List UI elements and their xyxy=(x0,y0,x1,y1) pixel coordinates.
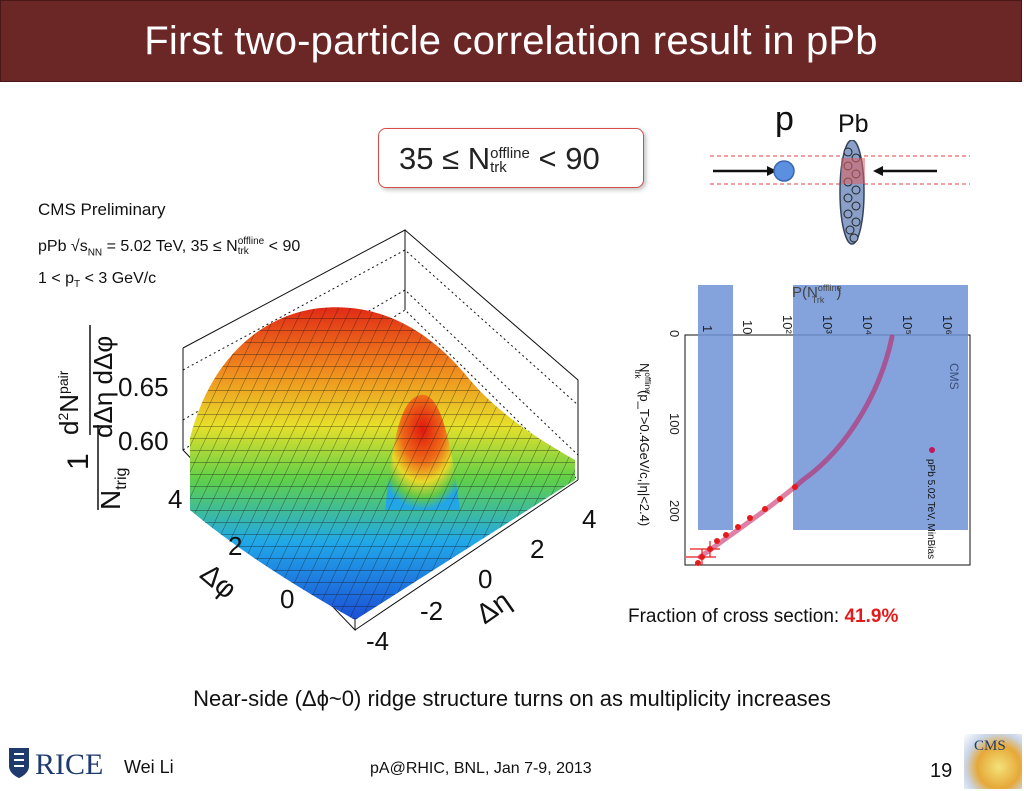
overlap-region xyxy=(841,158,865,184)
lead-label: Pb xyxy=(838,110,869,138)
svg-text:dΔη dΔφ: dΔη dΔφ xyxy=(88,336,118,438)
deta-tick-label: -4 xyxy=(366,626,389,656)
multiplicity-distribution-plot: P(Noffline Trk) 1 10 10² 10³ 10⁴ 10⁵ 10⁶ … xyxy=(633,283,971,566)
distribution-curve xyxy=(697,334,895,560)
log-tick-label: 10 xyxy=(740,320,755,334)
svg-text:d2Npair: d2Npair xyxy=(54,370,84,435)
cms-logo: CMS xyxy=(964,734,1022,789)
title-bar: First two-particle correlation result in… xyxy=(0,0,1022,82)
data-points xyxy=(695,484,798,566)
rice-wordmark: RICE xyxy=(35,748,103,780)
plot-legend: pPb 5.02 TeV, MinBias xyxy=(925,459,936,559)
dphi-tick-label: 0 xyxy=(280,584,294,614)
z-tick-label: 0.65 xyxy=(118,372,169,402)
z-tick-label: 0.60 xyxy=(118,426,169,456)
dphi-axis-label: Δφ xyxy=(195,557,243,604)
ntrk-tick-label: 0 xyxy=(667,330,682,337)
page-number: 19 xyxy=(930,760,953,782)
deta-tick-label: 2 xyxy=(530,534,544,564)
proton-label: p xyxy=(775,100,794,138)
author-name: Wei Li xyxy=(124,757,174,777)
cross-section-fraction: Fraction of cross section: 41.9% xyxy=(628,606,899,627)
slide-caption: Near-side (Δϕ~0) ridge structure turns o… xyxy=(193,686,831,711)
dphi-tick-label: 2 xyxy=(228,531,242,561)
slide-title: First two-particle correlation result in… xyxy=(144,19,878,63)
cross-section-value: 41.9% xyxy=(844,606,899,627)
cms-plot-label: CMS xyxy=(947,363,961,390)
proton-ball xyxy=(773,160,795,182)
collision-diagram xyxy=(710,140,970,245)
z-axis-title: 1 Ntrig d2Npair dΔη dΔφ xyxy=(54,325,130,510)
svg-text:1: 1 xyxy=(62,453,95,470)
ntrk-tick-label: 100 xyxy=(667,413,682,435)
log-tick-label: 1 xyxy=(700,325,715,332)
correlation-3d-plot: 1 Ntrig d2Npair dΔη dΔφ 0.65 0.60 4 2 0 … xyxy=(54,229,596,656)
band-low xyxy=(698,285,733,530)
log-tick-label: 10⁴ xyxy=(860,315,875,335)
conference-info: pA@RHIC, BNL, Jan 7-9, 2013 xyxy=(370,760,592,777)
dphi-tick-label: 4 xyxy=(168,484,182,514)
log-tick-label: 10³ xyxy=(820,315,835,334)
deta-tick-label: -2 xyxy=(420,596,443,626)
log-tick-label: 10⁵ xyxy=(900,315,915,335)
rice-logo: RICE xyxy=(5,744,115,785)
svg-text:Ntrig: Ntrig xyxy=(95,468,130,510)
top-axis-label: P(Noffline Trk) xyxy=(792,283,842,305)
log-tick-label: 10² xyxy=(780,315,795,334)
correlation-surface xyxy=(190,307,575,620)
ntrk-axis-label: Nofflinetrk (p_T>0.4GeV/c,|η|<2.4) xyxy=(633,363,652,526)
pt-condition: 1 < pT < 3 GeV/c xyxy=(38,270,157,291)
deta-tick-label: 4 xyxy=(582,504,596,534)
band-selected xyxy=(793,285,968,530)
ntrk-tick-label: 200 xyxy=(667,500,682,522)
cms-preliminary-label: CMS Preliminary xyxy=(38,200,166,219)
deta-tick-label: 0 xyxy=(478,564,492,594)
log-tick-label: 10⁶ xyxy=(940,315,955,335)
